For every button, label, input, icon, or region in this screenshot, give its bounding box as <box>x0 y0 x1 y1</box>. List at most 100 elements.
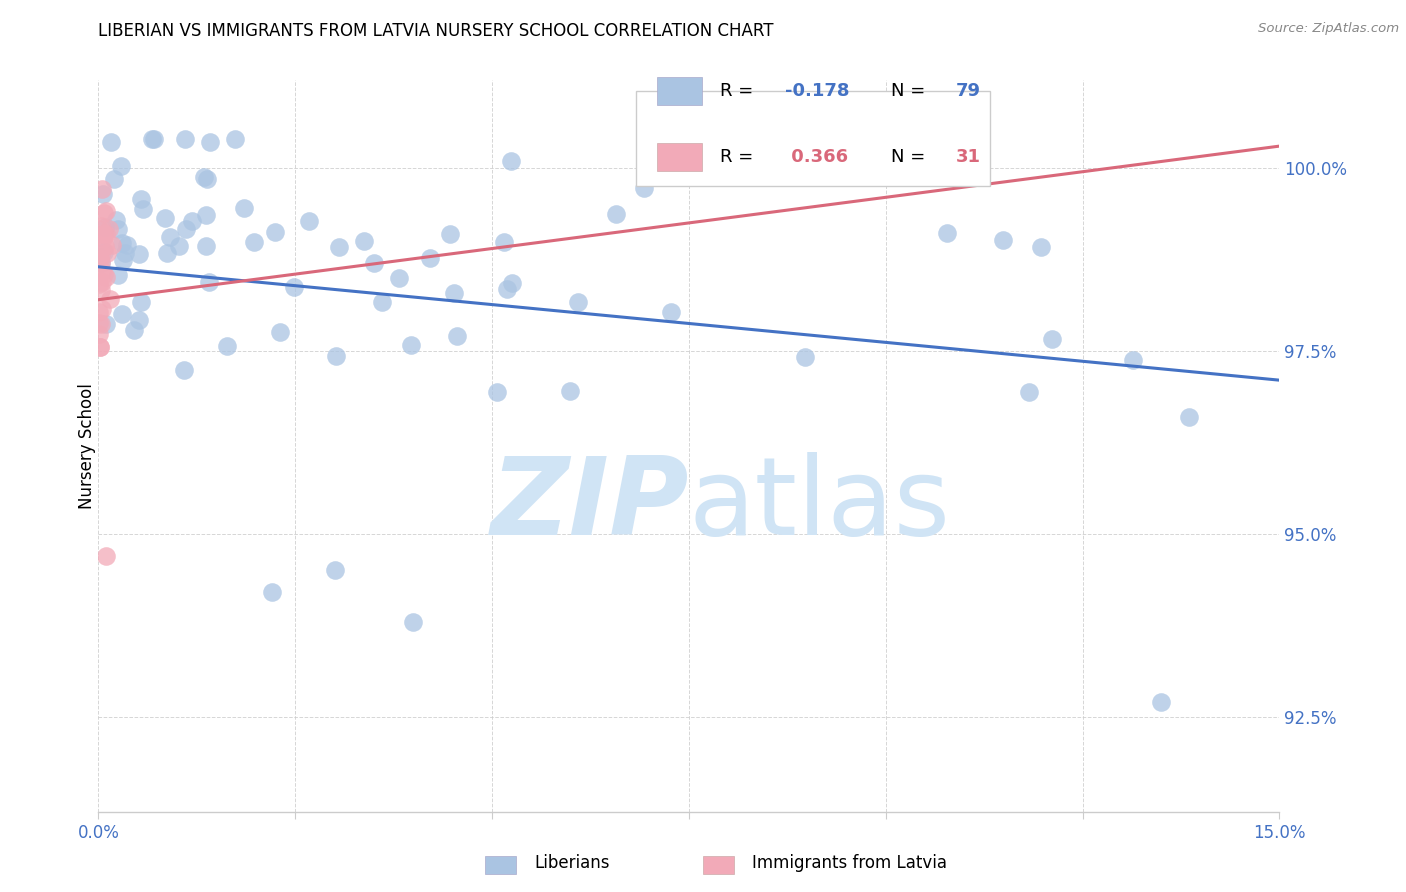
Point <box>439 227 461 242</box>
Point <box>1122 353 1144 368</box>
Point <box>111 307 134 321</box>
Point <box>298 213 321 227</box>
Point <box>93 227 115 241</box>
Point <box>485 384 508 399</box>
FancyBboxPatch shape <box>657 144 702 171</box>
Point <box>558 384 581 398</box>
Point <box>91 275 114 289</box>
Point <box>499 153 522 168</box>
Point <box>269 325 291 339</box>
Point <box>89 228 111 243</box>
Point <box>94 227 117 241</box>
Text: N =: N = <box>891 148 931 166</box>
Point <box>263 225 285 239</box>
Point <box>96 317 118 331</box>
Point <box>103 172 125 186</box>
Text: R =: R = <box>720 148 759 166</box>
Text: 31: 31 <box>956 148 981 166</box>
Point <box>155 211 177 225</box>
Point <box>605 207 627 221</box>
Point <box>90 219 112 233</box>
Point <box>129 192 152 206</box>
Text: Immigrants from Latvia: Immigrants from Latvia <box>752 855 948 872</box>
Point <box>90 246 112 260</box>
Point <box>402 615 425 629</box>
Point <box>100 238 122 252</box>
Point <box>93 268 115 282</box>
Point <box>1042 332 1064 346</box>
Y-axis label: Nursery School: Nursery School <box>79 383 96 509</box>
Point <box>114 246 136 260</box>
Point <box>91 264 114 278</box>
Point <box>353 235 375 249</box>
Point <box>91 231 114 245</box>
Point <box>401 338 423 352</box>
Point <box>193 169 215 184</box>
Point <box>224 132 246 146</box>
Point <box>89 277 111 292</box>
Text: ZIP: ZIP <box>491 451 689 558</box>
Point <box>110 159 132 173</box>
Point <box>993 233 1015 247</box>
Point <box>100 136 122 150</box>
Point <box>131 294 153 309</box>
Point <box>94 549 117 563</box>
Point <box>141 132 163 146</box>
Text: 0.366: 0.366 <box>785 148 848 166</box>
Point <box>174 132 197 146</box>
Text: Liberians: Liberians <box>534 855 610 872</box>
Point <box>1150 695 1173 709</box>
Point <box>89 317 111 331</box>
Point <box>495 282 517 296</box>
Point <box>128 313 150 327</box>
Point <box>128 246 150 260</box>
Point <box>232 201 254 215</box>
Point <box>198 276 221 290</box>
Point <box>131 202 153 216</box>
Point <box>173 363 195 377</box>
Point <box>443 286 465 301</box>
Point <box>91 182 114 196</box>
Point <box>1029 240 1052 254</box>
Point <box>115 238 138 252</box>
Point <box>93 244 115 259</box>
Point <box>494 235 516 250</box>
Point <box>94 239 117 253</box>
Point <box>91 186 114 201</box>
Point <box>283 280 305 294</box>
Point <box>89 340 111 354</box>
Point <box>156 246 179 260</box>
Point <box>180 214 202 228</box>
Point <box>111 252 134 267</box>
Point <box>1018 384 1040 399</box>
Point <box>501 276 523 290</box>
Point <box>91 301 114 316</box>
Point <box>1178 410 1201 425</box>
Point <box>371 295 394 310</box>
Text: N =: N = <box>891 82 931 100</box>
Point <box>107 221 129 235</box>
Point <box>935 226 957 240</box>
Point <box>96 203 118 218</box>
Point <box>107 268 129 282</box>
Point <box>793 351 815 365</box>
Point <box>195 208 218 222</box>
Point <box>159 230 181 244</box>
Point <box>167 239 190 253</box>
Point <box>96 246 118 260</box>
Point <box>567 295 589 310</box>
Point <box>198 136 221 150</box>
Text: 79: 79 <box>956 82 981 100</box>
Point <box>98 222 121 236</box>
Point <box>325 349 347 363</box>
Point <box>96 269 118 284</box>
Point <box>419 251 441 265</box>
Point <box>215 339 238 353</box>
Point <box>243 235 266 249</box>
Point <box>89 316 111 330</box>
Point <box>633 181 655 195</box>
Point <box>122 323 145 337</box>
FancyBboxPatch shape <box>636 91 990 186</box>
Text: R =: R = <box>720 82 759 100</box>
Point <box>89 305 111 319</box>
